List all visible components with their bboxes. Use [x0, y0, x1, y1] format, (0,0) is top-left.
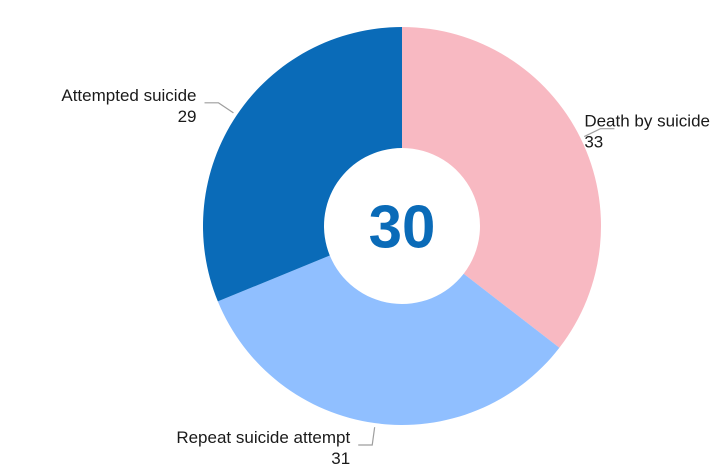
leader-line-repeat-suicide-attempt: [358, 427, 376, 446]
leader-lines: [204, 102, 615, 446]
slice-label-death-by-suicide: Death by suicide: [584, 112, 710, 131]
slice-value-repeat-suicide-attempt: 31: [331, 449, 350, 468]
slice-labels: Death by suicide 33 Repeat suicide attempt…: [61, 86, 710, 468]
leader-line-death-by-suicide: [583, 128, 615, 138]
leader-line-attempted-suicide: [204, 102, 234, 114]
center-value: 30: [369, 194, 436, 261]
slice-label-repeat-suicide-attempt: Repeat suicide attempt: [176, 428, 350, 447]
donut-slices: [203, 27, 601, 425]
slice-attempted-suicide: [203, 27, 402, 302]
slice-label-attempted-suicide: Attempted suicide: [61, 86, 196, 105]
slice-repeat-suicide-attempt: [217, 255, 560, 425]
slice-value-attempted-suicide: 29: [178, 107, 197, 126]
slice-death-by-suicide: [402, 27, 601, 348]
slice-value-death-by-suicide: 33: [584, 133, 603, 152]
